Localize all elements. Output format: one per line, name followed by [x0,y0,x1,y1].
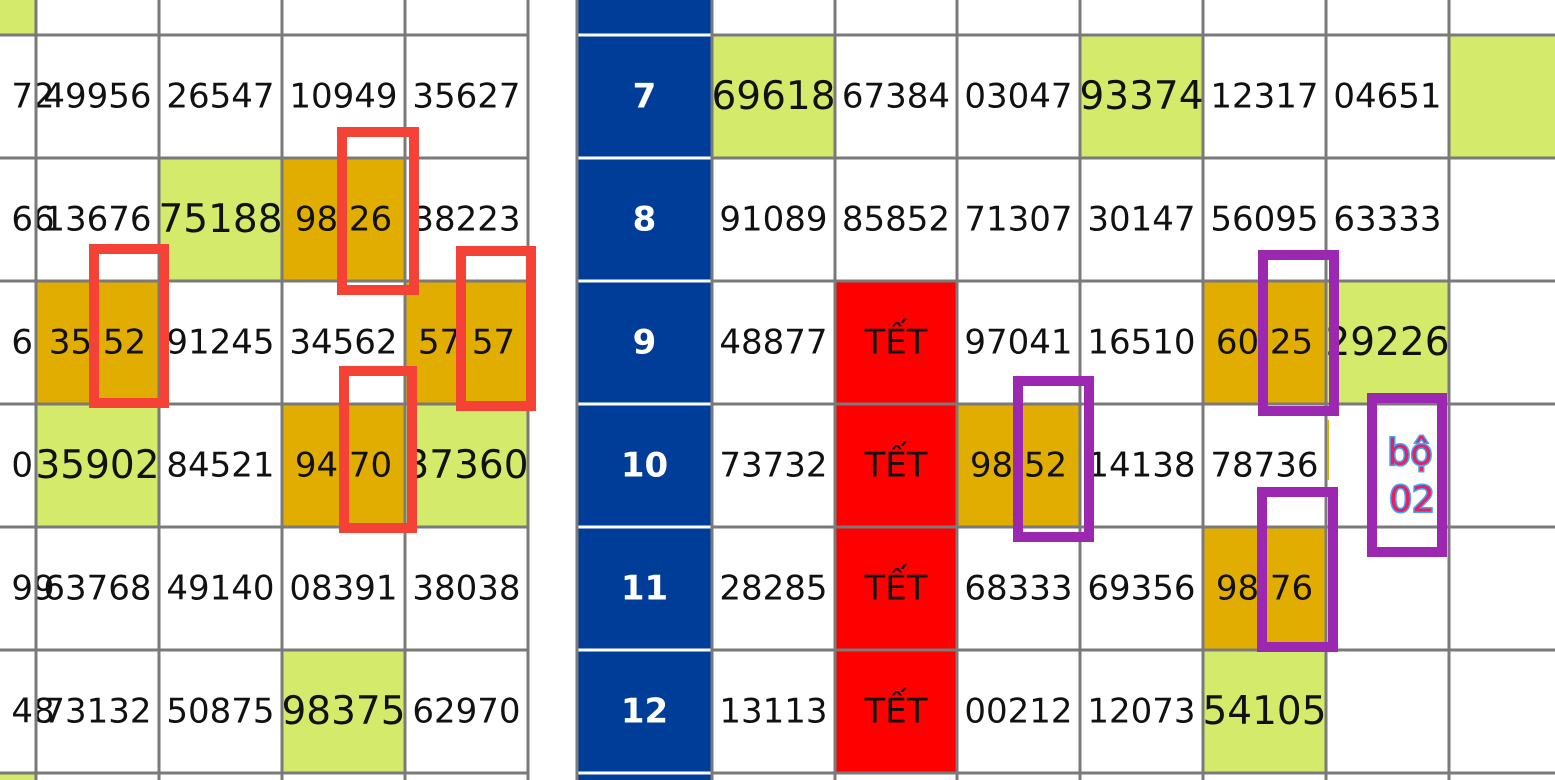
cell-text: 98375 [281,689,405,734]
cell-text: 12073 [1087,692,1195,732]
cell-text: 69356 [1087,569,1195,609]
row-label: 7 [633,77,657,117]
cell-text: 16510 [1087,323,1195,363]
highlight-box [1258,250,1339,416]
row-label: 8 [633,200,657,240]
highlight-box [1257,487,1338,652]
cell-text: 30147 [1087,200,1195,240]
cell-text: 38223 [412,200,520,240]
cell-text: 37360 [404,443,528,488]
cell-text: 57 57 [418,323,515,363]
highlight-box [1013,376,1094,542]
annotation-line: bộ [1388,433,1433,474]
cell-text: 48 [11,692,54,732]
cell-text: 35627 [412,77,520,117]
cell-text: 04651 [1333,77,1441,117]
cell-text: 66 [11,200,54,240]
cell-bg [1203,650,1326,773]
cell-bg [405,404,528,527]
highlight-box [456,246,536,411]
partial-cell [0,773,36,780]
cell-text: 03047 [964,77,1072,117]
cell-bg [1080,35,1203,158]
cell-text: 85852 [842,200,950,240]
cell-text: 38038 [412,569,520,609]
highlight-box [339,366,417,533]
cell-text: 62970 [412,692,520,732]
cell-text: 35902 [35,443,159,488]
cell-bg [282,650,405,773]
cell-text: 73732 [719,446,827,486]
row-label: 12 [621,692,668,732]
annotation-line: 02 [1389,480,1435,521]
partial-header [577,0,712,35]
row-label: 11 [621,569,668,609]
cell-text: 56095 [1210,200,1318,240]
cell-bg [1326,281,1449,404]
row-header [577,650,712,773]
cell-text: 26547 [166,77,274,117]
cell-bg [835,527,957,650]
cell-bg [835,281,957,404]
row-label: 9 [633,323,657,363]
purple-highlights [1013,250,1447,652]
cell-text: 12317 [1210,77,1318,117]
red-highlights [89,127,536,533]
highlight-box [89,244,169,408]
cell-bg [835,404,957,527]
row-label: 10 [621,446,668,486]
cell-text: 50875 [166,692,274,732]
cell-text: 13676 [43,200,151,240]
cell-text: TẾT [863,565,927,609]
highlight-box [337,127,419,295]
row-header [577,281,712,404]
cell-text: TẾT [863,442,927,486]
cell-bg [712,35,835,158]
row-header [577,35,712,158]
partial-header [577,773,712,780]
cell-text: 28285 [719,569,827,609]
cell-text: 49956 [43,77,151,117]
cell-text: 63768 [43,569,151,609]
cell-text: 48877 [719,323,827,363]
cell-text: 67384 [842,77,950,117]
cell-text: 14138 [1087,446,1195,486]
cell-bg [36,404,159,527]
cell-text: 10949 [289,77,397,117]
partial-cell [0,0,36,35]
partial-cell [1449,35,1555,158]
cell-bg [159,158,282,281]
cell-text: 78736 [1210,446,1318,486]
cell-bg [405,281,528,404]
cell-text: 54105 [1202,689,1326,734]
cell-text: 99 [11,569,54,609]
cell-bg [835,650,957,773]
cell-text: 34562 [289,323,397,363]
cell-text: 73132 [43,692,151,732]
row-header [577,158,712,281]
cell-text: 08391 [289,569,397,609]
cell-text: 75188 [158,197,282,242]
cell-text: TẾT [863,688,927,732]
cell-text: 72 [11,77,54,117]
row-header [577,404,712,527]
cell-text: 69618 [711,74,835,119]
cell-text: 93374 [1079,74,1203,119]
cell-text: 49140 [166,569,274,609]
cell-text: 91245 [166,323,274,363]
cell-text: 91089 [719,200,827,240]
cell-text: 97041 [964,323,1072,363]
cell-text: 84521 [166,446,274,486]
cell-text: 63333 [1333,200,1441,240]
row-header [577,527,712,650]
cell-text: 13113 [719,692,827,732]
cell-text: 29226 [1325,320,1449,365]
cell-text: TẾT [863,319,927,363]
cell-text: 00212 [964,692,1072,732]
cell-text: 71307 [964,200,1072,240]
cell-text: 68333 [964,569,1072,609]
highlight-box [1367,393,1447,557]
